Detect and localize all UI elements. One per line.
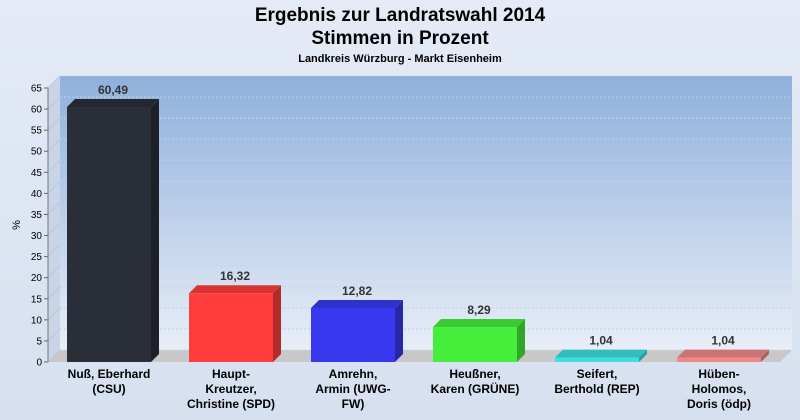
bar-top	[677, 349, 769, 358]
gridline-depth	[47, 286, 61, 300]
x-category-label-line: Heußner,	[449, 367, 500, 381]
bar-value-label: 1,04	[589, 334, 613, 348]
gridline-depth	[47, 159, 61, 173]
y-tick-label: 50	[31, 147, 43, 158]
x-category-label-line: Haupt-	[212, 367, 250, 381]
bar	[433, 327, 517, 362]
gridline-depth	[47, 328, 61, 342]
x-category-label-line: Karen (GRÜNE)	[431, 381, 520, 396]
plot-side-wall	[48, 76, 60, 362]
gridline-depth	[47, 307, 61, 321]
gridline-depth	[47, 75, 61, 89]
bar-side	[639, 349, 647, 362]
x-category-label-line: Holomos,	[692, 382, 747, 396]
bar	[189, 293, 273, 362]
x-category-label: Nuß, Eberhard (CSU)	[68, 367, 151, 396]
x-category-label-line: Christine (SPD)	[187, 397, 275, 411]
gridline-depth	[47, 117, 61, 131]
x-category-label-line: Amrehn,	[329, 367, 378, 381]
bar-top	[555, 349, 647, 358]
y-tick-label: 25	[31, 252, 43, 263]
x-category-label: Amrehn, Armin (UWG-FW)	[315, 367, 390, 411]
bar-side	[517, 319, 525, 362]
y-tick-label: 0	[36, 358, 42, 369]
chart-location: Landkreis Würzburg - Markt Eisenheim	[298, 53, 502, 65]
gridline-depth	[47, 181, 61, 194]
x-category-label: Hüben-Holomos, Doris (ödp)	[687, 367, 751, 411]
gridline-depth	[47, 223, 61, 236]
x-category-label: Heußner, Karen (GRÜNE)	[431, 367, 520, 396]
bar	[311, 307, 395, 362]
bar-side	[761, 349, 769, 362]
y-tick-label: 5	[36, 336, 42, 347]
x-category-label-line: (CSU)	[92, 382, 125, 396]
y-tick-label: 65	[31, 84, 43, 95]
bar-value-label: 60,49	[98, 83, 128, 97]
y-tick-label: 45	[31, 168, 43, 179]
bar	[555, 357, 639, 362]
x-category-label-line: FW)	[342, 397, 365, 411]
y-tick-label: 40	[31, 189, 43, 200]
x-category-label-line: Hüben-	[698, 367, 739, 381]
gridline-depth	[47, 202, 61, 215]
chart-title: Ergebnis zur Landratswahl 2014	[254, 5, 546, 26]
gridline-depth	[47, 244, 61, 257]
x-category-label-line: Armin (UWG-	[315, 382, 390, 396]
gridline-depth	[47, 96, 61, 110]
bar-value-label: 12,82	[342, 284, 372, 298]
chart-subtitle: Stimmen in Prozent	[311, 28, 489, 49]
y-tick-label: 15	[31, 294, 43, 305]
bar-side	[395, 299, 403, 362]
bar-top	[311, 299, 403, 308]
bar-value-label: 16,32	[220, 269, 250, 283]
bar-top	[433, 319, 525, 328]
bar-top	[67, 99, 159, 108]
y-axis-label: %	[11, 220, 23, 230]
y-tick-label: 55	[31, 126, 43, 137]
x-category-label-line: Kreutzer,	[205, 382, 256, 396]
gridline-depth	[47, 138, 61, 152]
gridline-depth	[47, 349, 61, 363]
x-category-label-line: Nuß, Eberhard	[68, 367, 151, 381]
bar-side	[273, 285, 281, 362]
x-category-label-line: Doris (ödp)	[687, 397, 751, 411]
x-category-label-line: Seifert,	[577, 367, 618, 381]
x-category-label: Seifert, Berthold (REP)	[554, 367, 639, 396]
x-category-label: Haupt-Kreutzer, Christine (SPD)	[187, 367, 275, 411]
y-tick-label: 30	[31, 231, 43, 242]
bar-value-label: 1,04	[711, 334, 735, 348]
y-tick-label: 20	[31, 273, 43, 284]
x-category-label-line: Berthold (REP)	[554, 382, 639, 396]
gridline-depth	[47, 265, 61, 279]
y-tick-label: 60	[31, 105, 43, 116]
bar	[67, 107, 151, 362]
bar-top	[189, 285, 281, 294]
plot-background	[48, 76, 792, 350]
bar-side	[151, 99, 159, 362]
bar-value-label: 8,29	[467, 303, 491, 317]
y-tick-label: 35	[31, 210, 43, 221]
bar	[677, 357, 761, 362]
y-tick-label: 10	[31, 315, 43, 326]
